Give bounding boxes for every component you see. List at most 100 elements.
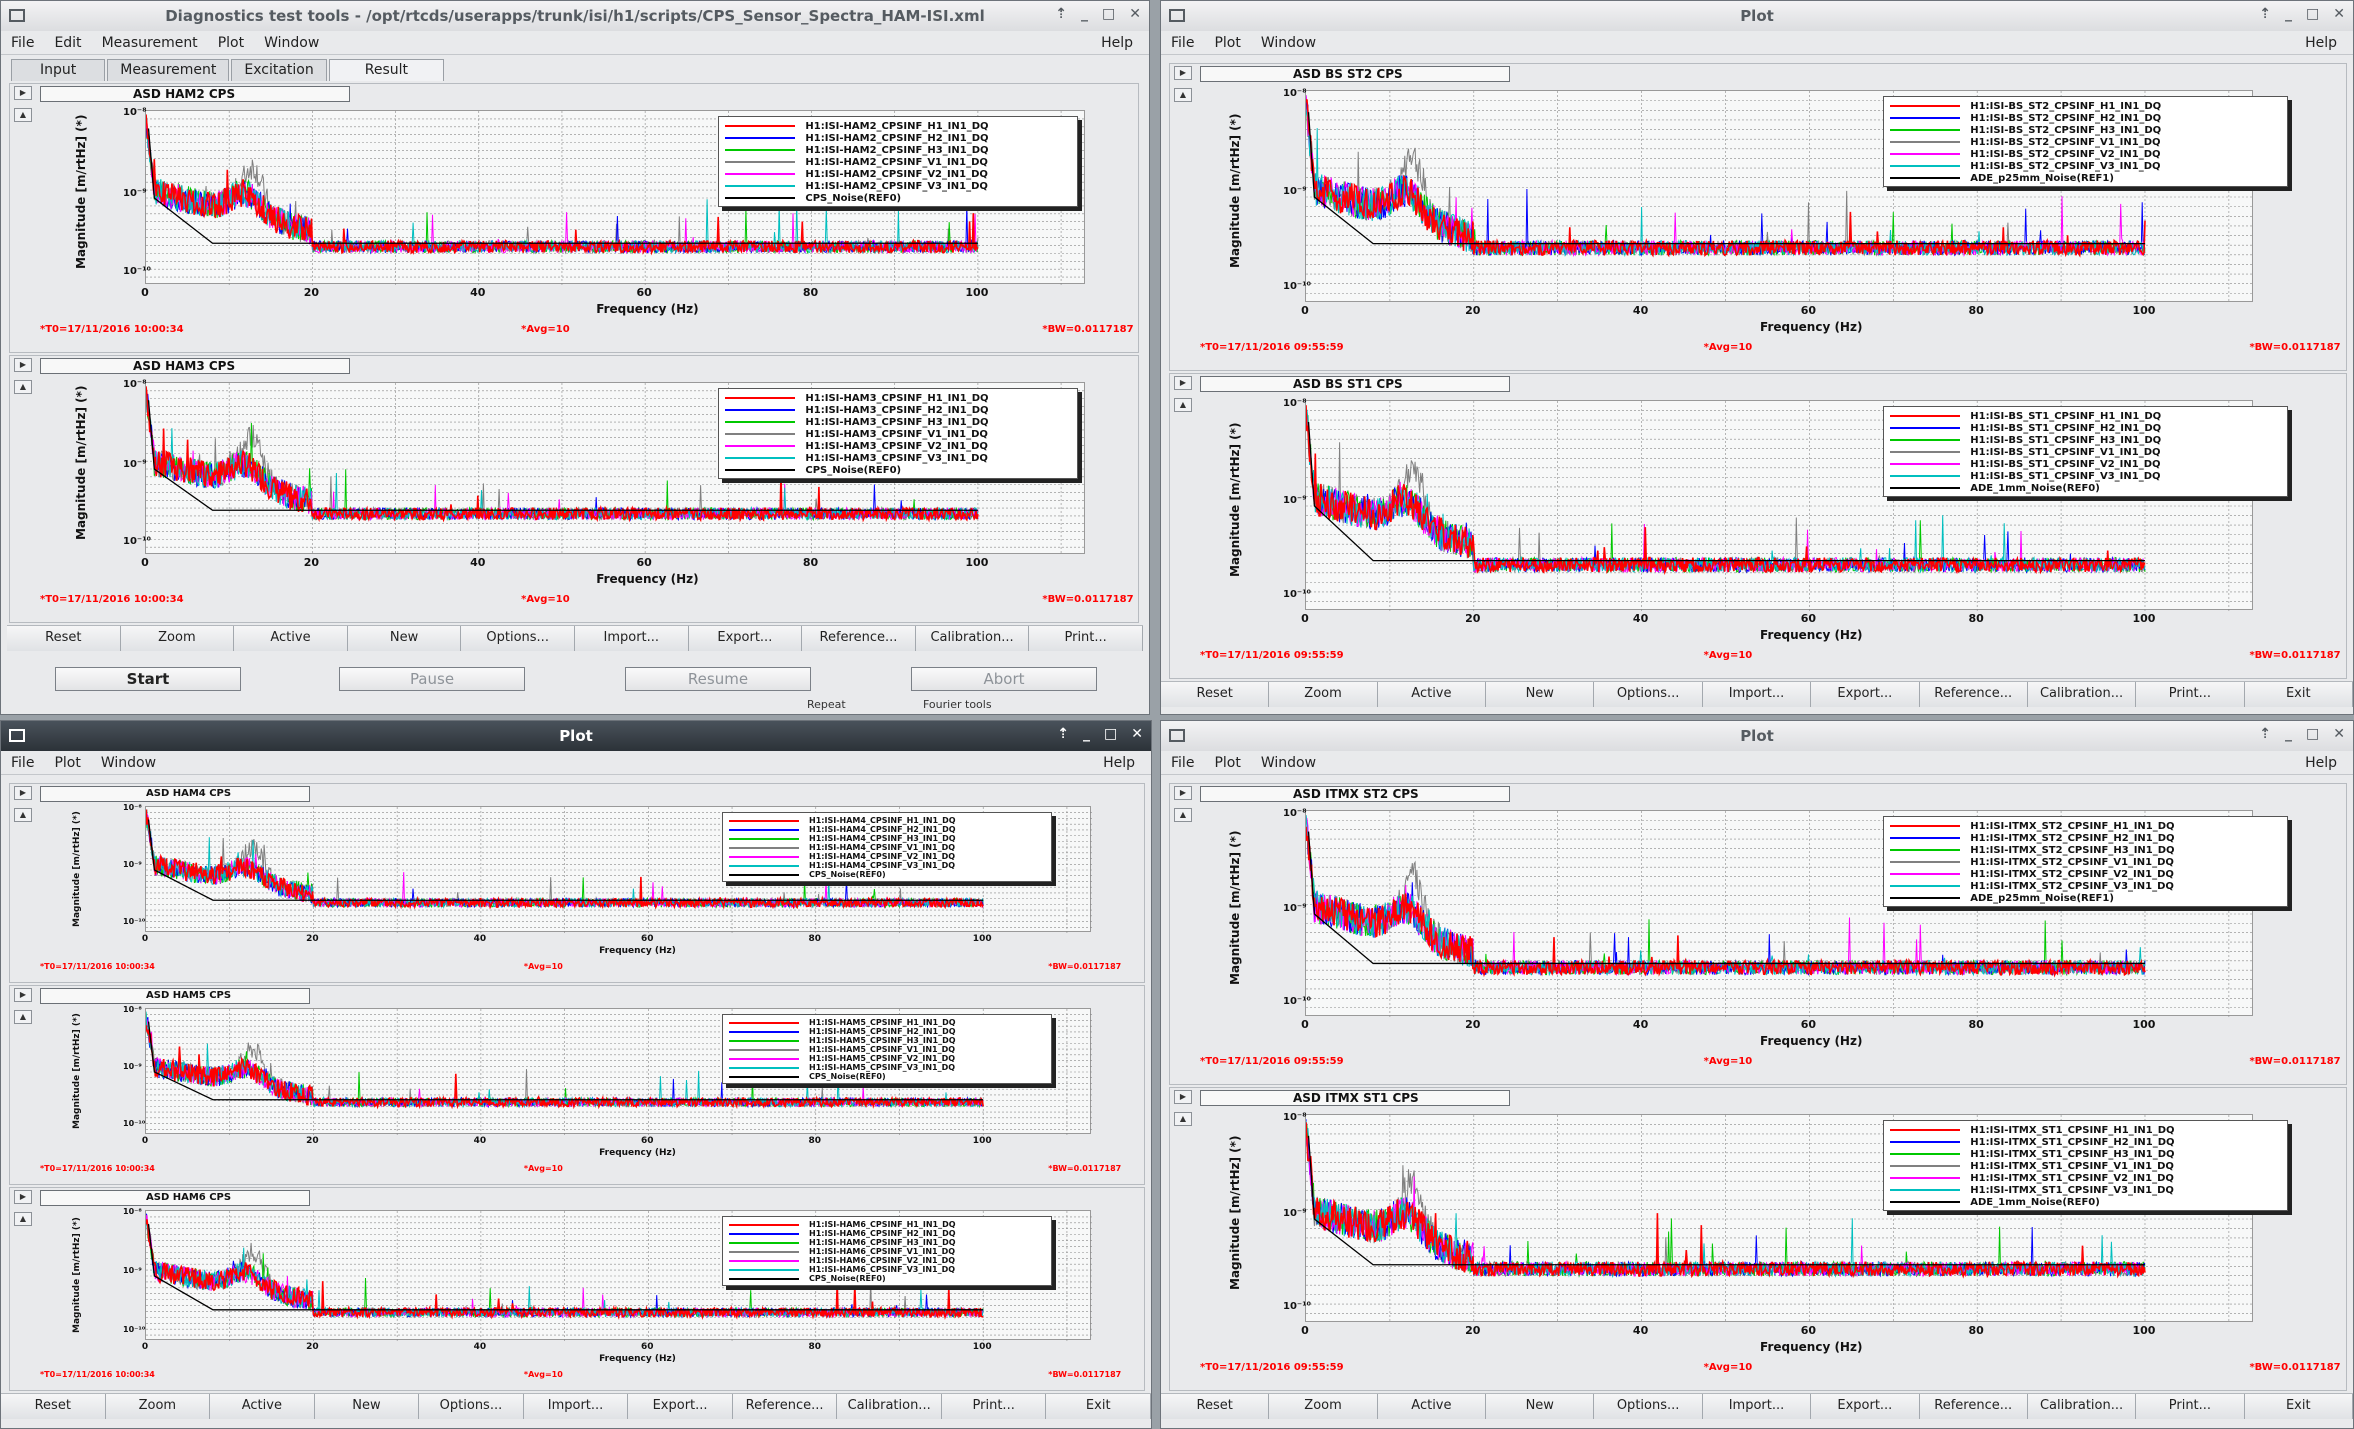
print-button[interactable]: Print...: [2136, 1394, 2245, 1419]
raise-icon[interactable]: ⇡: [1055, 6, 1068, 22]
new-button[interactable]: New: [1486, 1394, 1595, 1419]
collapse-arrow-icon[interactable]: ▲: [1174, 398, 1192, 412]
import-button[interactable]: Import...: [523, 1394, 629, 1419]
plot-titlebar[interactable]: Plot ⇡ _ □ ✕: [1, 721, 1151, 751]
menu-window[interactable]: Window: [264, 34, 320, 51]
reset-button[interactable]: Reset: [1161, 1394, 1270, 1419]
menu-plot[interactable]: Plot: [217, 34, 245, 51]
options-button[interactable]: Options...: [1594, 682, 1703, 707]
legend[interactable]: H1:ISI-HAM6_CPSINF_H1_IN1_DQ H1:ISI-HAM6_…: [722, 1216, 1053, 1286]
legend[interactable]: H1:ISI-HAM2_CPSINF_H1_IN1_DQ H1:ISI-HAM2_…: [718, 116, 1079, 207]
new-button[interactable]: New: [347, 626, 462, 651]
zoom-button[interactable]: Zoom: [120, 626, 235, 651]
chart-panel-bsst2[interactable]: ▶ ▲ ASD BS ST2 CPS H1:ISI-BS_ST2_CPSINF_H1_…: [1169, 63, 2347, 371]
legend[interactable]: H1:ISI-ITMX_ST2_CPSINF_H1_IN1_DQ H1:ISI-I…: [1883, 816, 2289, 907]
raise-icon[interactable]: ⇡: [2259, 726, 2272, 742]
close-icon[interactable]: ✕: [2333, 726, 2345, 742]
active-button[interactable]: Active: [1377, 1394, 1487, 1419]
resume-button[interactable]: Resume: [625, 667, 811, 691]
menu-window[interactable]: Window: [1260, 34, 1317, 51]
menu-plot[interactable]: Plot: [1214, 754, 1241, 771]
active-button[interactable]: Active: [234, 626, 348, 651]
collapse-arrow-icon[interactable]: ▲: [14, 108, 32, 122]
menu-file[interactable]: File: [1171, 34, 1195, 51]
minimize-icon[interactable]: _: [2285, 726, 2293, 742]
menu-file[interactable]: File: [11, 34, 35, 51]
menu-help[interactable]: Help: [2305, 35, 2337, 51]
tab-input[interactable]: Input: [11, 59, 106, 81]
chart-panel-bsst1[interactable]: ▶ ▲ ASD BS ST1 CPS H1:ISI-BS_ST1_CPSINF_H1_…: [1169, 373, 2347, 679]
options-button[interactable]: Options...: [419, 1394, 524, 1419]
menu-help[interactable]: Help: [1103, 755, 1135, 771]
print-button[interactable]: Print...: [941, 1394, 1047, 1419]
abort-button[interactable]: Abort: [911, 667, 1097, 691]
legend[interactable]: H1:ISI-BS_ST1_CPSINF_H1_IN1_DQ H1:ISI-BS_…: [1883, 406, 2289, 497]
reference-button[interactable]: Reference...: [802, 626, 916, 651]
expand-arrow-icon[interactable]: ▶: [14, 786, 32, 800]
maximize-icon[interactable]: □: [2306, 726, 2320, 742]
legend[interactable]: H1:ISI-BS_ST2_CPSINF_H1_IN1_DQ H1:ISI-BS_…: [1883, 96, 2289, 187]
menu-window[interactable]: Window: [1260, 754, 1317, 771]
chart-panel-ham3[interactable]: ▶ ▲ ASD HAM3 CPS H1:ISI-HAM3_CPSINF_H1_IN1_…: [9, 355, 1139, 623]
collapse-arrow-icon[interactable]: ▲: [1174, 1112, 1192, 1126]
chart-panel-ham4[interactable]: ▶ ▲ ASD HAM4 CPS H1:ISI-HAM4_CPSINF_H1_IN1_…: [9, 783, 1145, 983]
raise-icon[interactable]: ⇡: [1057, 726, 1070, 742]
new-button[interactable]: New: [1486, 682, 1595, 707]
expand-arrow-icon[interactable]: ▶: [1174, 1090, 1192, 1104]
zoom-button[interactable]: Zoom: [105, 1394, 211, 1419]
expand-arrow-icon[interactable]: ▶: [1174, 786, 1192, 800]
exit-button[interactable]: Exit: [2244, 1394, 2353, 1419]
close-icon[interactable]: ✕: [1131, 726, 1143, 742]
active-button[interactable]: Active: [210, 1394, 315, 1419]
reset-button[interactable]: Reset: [1161, 682, 1270, 707]
chart-panel-ham6[interactable]: ▶ ▲ ASD HAM6 CPS H1:ISI-HAM6_CPSINF_H1_IN1_…: [9, 1187, 1145, 1391]
tab-excitation[interactable]: Excitation: [231, 59, 327, 81]
menu-file[interactable]: File: [11, 754, 35, 771]
options-button[interactable]: Options...: [461, 626, 575, 651]
collapse-arrow-icon[interactable]: ▲: [14, 1010, 32, 1024]
plot-titlebar[interactable]: Plot ⇡ _ □ ✕: [1161, 1, 2353, 31]
zoom-button[interactable]: Zoom: [1269, 1394, 1378, 1419]
start-button[interactable]: Start: [55, 667, 241, 691]
maximize-icon[interactable]: □: [1104, 726, 1118, 742]
menu-window[interactable]: Window: [100, 754, 157, 771]
chart-panel-ham2[interactable]: ▶ ▲ ASD HAM2 CPS H1:ISI-HAM2_CPSINF_H1_IN1_…: [9, 83, 1139, 353]
raise-icon[interactable]: ⇡: [2259, 6, 2272, 22]
export-button[interactable]: Export...: [688, 626, 803, 651]
reference-button[interactable]: Reference...: [1919, 682, 2028, 707]
reset-button[interactable]: Reset: [1, 1394, 106, 1419]
expand-arrow-icon[interactable]: ▶: [1174, 66, 1192, 80]
menu-plot[interactable]: Plot: [1214, 34, 1241, 51]
print-button[interactable]: Print...: [1029, 626, 1143, 651]
zoom-button[interactable]: Zoom: [1269, 682, 1378, 707]
print-button[interactable]: Print...: [2136, 682, 2245, 707]
legend[interactable]: H1:ISI-HAM3_CPSINF_H1_IN1_DQ H1:ISI-HAM3_…: [718, 388, 1079, 479]
new-button[interactable]: New: [314, 1394, 420, 1419]
collapse-arrow-icon[interactable]: ▲: [14, 380, 32, 394]
pause-button[interactable]: Pause: [339, 667, 525, 691]
minimize-icon[interactable]: _: [1083, 726, 1091, 742]
import-button[interactable]: Import...: [1702, 682, 1812, 707]
collapse-arrow-icon[interactable]: ▲: [1174, 88, 1192, 102]
maximize-icon[interactable]: □: [1102, 6, 1116, 22]
plot-titlebar[interactable]: Plot ⇡ _ □ ✕: [1161, 721, 2353, 751]
tab-measurement[interactable]: Measurement: [107, 59, 230, 81]
exit-button[interactable]: Exit: [1046, 1394, 1151, 1419]
close-icon[interactable]: ✕: [1129, 6, 1141, 22]
minimize-icon[interactable]: _: [1081, 6, 1089, 22]
reference-button[interactable]: Reference...: [1919, 1394, 2028, 1419]
calibration-button[interactable]: Calibration...: [915, 626, 1030, 651]
export-button[interactable]: Export...: [1811, 1394, 1920, 1419]
collapse-arrow-icon[interactable]: ▲: [14, 808, 32, 822]
options-button[interactable]: Options...: [1594, 1394, 1703, 1419]
import-button[interactable]: Import...: [1702, 1394, 1812, 1419]
calibration-button[interactable]: Calibration...: [2027, 1394, 2137, 1419]
chart-panel-itmxst2[interactable]: ▶ ▲ ASD ITMX ST2 CPS H1:ISI-ITMX_ST2_CPSINF…: [1169, 783, 2347, 1085]
menu-help[interactable]: Help: [2305, 755, 2337, 771]
reset-button[interactable]: Reset: [7, 626, 121, 651]
export-button[interactable]: Export...: [1811, 682, 1920, 707]
expand-arrow-icon[interactable]: ▶: [14, 988, 32, 1002]
import-button[interactable]: Import...: [574, 626, 689, 651]
reference-button[interactable]: Reference...: [732, 1394, 838, 1419]
close-icon[interactable]: ✕: [2333, 6, 2345, 22]
